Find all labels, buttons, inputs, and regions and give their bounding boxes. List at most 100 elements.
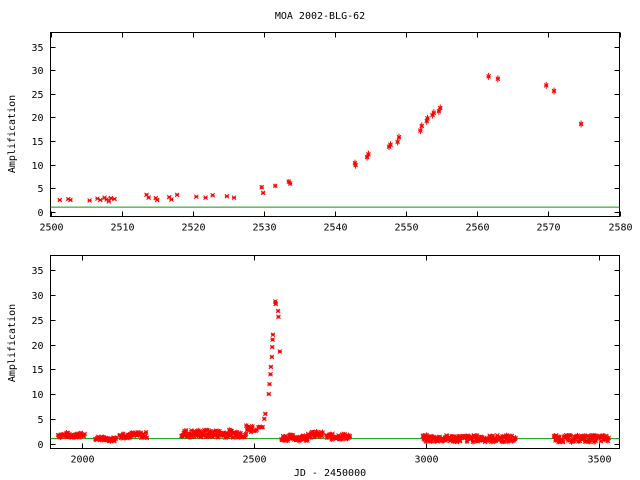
bottom-peak-point: [270, 337, 275, 342]
top-y-tick-label: 10: [31, 161, 43, 172]
bottom-data-point: [250, 424, 255, 429]
bottom-data-point: [243, 431, 249, 437]
top-data-point: [437, 104, 443, 112]
top-data-point: [154, 197, 160, 203]
bottom-data-point: [330, 431, 335, 437]
bottom-data-point: [144, 435, 150, 441]
top-data-point: [57, 197, 63, 203]
top-data-point: [174, 192, 180, 198]
top-data-point: [543, 81, 549, 89]
top-x-tick-label: 2500: [39, 223, 63, 234]
bottom-peak-point: [273, 301, 279, 307]
top-data-point: [495, 75, 501, 83]
bottom-peak-point: [276, 314, 281, 320]
bottom-x-tick-label: 2500: [242, 455, 266, 466]
top-x-tick-label: 2560: [465, 223, 489, 234]
bottom-data-point: [606, 435, 611, 441]
top-data-point: [106, 199, 112, 204]
top-y-axis-label: Amplification: [7, 95, 18, 173]
bottom-y-tick-label: 35: [31, 266, 43, 277]
top-y-tick-label: 20: [31, 113, 43, 124]
bottom-data-point: [320, 429, 325, 436]
bottom-y-axis-label: Amplification: [7, 304, 18, 382]
bottom-data-point: [513, 435, 518, 441]
top-x-tick-label: 2550: [394, 223, 418, 234]
bottom-peak-point: [277, 349, 283, 354]
top-data-point: [366, 150, 371, 158]
top-plot-frame: [50, 32, 620, 217]
bottom-data-point: [101, 435, 107, 440]
bottom-data-point: [464, 438, 470, 444]
bottom-data-point: [113, 435, 119, 442]
bottom-x-axis-label: JD - 2450000: [294, 468, 366, 479]
bottom-data-point: [308, 435, 313, 440]
top-x-tick-label: 2570: [536, 223, 560, 234]
bottom-y-tick-label: 30: [31, 291, 43, 302]
top-y-tick-label: 0: [37, 208, 43, 219]
top-x-tick-label: 2530: [252, 223, 276, 234]
bottom-peak-point: [269, 354, 275, 360]
bottom-y-tick-label: 25: [31, 316, 43, 327]
top-data-point: [193, 194, 199, 200]
chart-title: MOA 2002-BLG-62: [275, 11, 365, 22]
bottom-peak-point: [275, 308, 281, 314]
bottom-data-point: [457, 438, 463, 444]
top-data-point: [551, 87, 557, 95]
bottom-data-point: [560, 439, 566, 445]
bottom-peak-point: [260, 424, 265, 430]
top-data-point: [486, 72, 491, 80]
top-x-tick-label: 2520: [181, 223, 205, 234]
bottom-peak-point: [261, 416, 267, 422]
top-data-point: [287, 181, 293, 186]
bottom-data-point: [501, 438, 507, 444]
bottom-y-tick-label: 10: [31, 390, 43, 401]
top-data-point: [68, 197, 73, 203]
top-x-tick-label: 2540: [323, 223, 347, 234]
top-data-point: [169, 197, 174, 202]
bottom-peak-point: [266, 391, 272, 397]
top-data-point: [210, 192, 216, 198]
top-data-point: [231, 195, 237, 200]
top-data-point: [353, 161, 358, 169]
top-data-point: [108, 195, 114, 201]
top-y-tick-label: 5: [37, 184, 43, 195]
top-data-point: [112, 196, 117, 202]
top-y-tick-label: 15: [31, 137, 43, 148]
bottom-peak-point: [268, 364, 274, 370]
bottom-peak-point: [262, 411, 268, 417]
bottom-y-tick-label: 20: [31, 341, 43, 352]
bottom-data-point: [347, 433, 353, 439]
bottom-x-tick-label: 3000: [414, 455, 438, 466]
bottom-plot-frame: [50, 255, 620, 449]
top-data-point: [388, 141, 393, 149]
top-data-point: [259, 184, 265, 190]
top-data-point: [272, 183, 278, 189]
top-y-tick-label: 30: [31, 66, 43, 77]
bottom-peak-point: [267, 381, 272, 387]
top-y-tick-label: 35: [31, 43, 43, 54]
bottom-data-point: [143, 430, 149, 435]
bottom-x-tick-label: 3500: [587, 455, 611, 466]
bottom-peak-point: [268, 371, 273, 377]
top-y-tick-label: 25: [31, 90, 43, 101]
bottom-y-tick-label: 0: [37, 440, 43, 451]
bottom-panel: Amplification JD - 2450000 0 5 10 15 20 25 30 3…: [7, 255, 620, 479]
top-data-point: [396, 133, 402, 141]
bottom-data-point: [456, 433, 461, 439]
bottom-x-tick-label: 2000: [70, 455, 94, 466]
top-data-point: [578, 120, 584, 128]
top-x-tick-label: 2510: [110, 223, 134, 234]
top-data-point: [419, 122, 425, 130]
bottom-data-point: [474, 432, 480, 438]
top-x-tick-label: 2580: [608, 223, 632, 234]
bottom-data-point: [82, 431, 87, 437]
top-data-point: [203, 195, 208, 200]
top-data-point: [431, 109, 437, 117]
top-data-point: [425, 114, 430, 122]
top-data-point: [260, 190, 266, 196]
bottom-peak-point: [269, 344, 275, 350]
top-data-point: [97, 197, 103, 203]
